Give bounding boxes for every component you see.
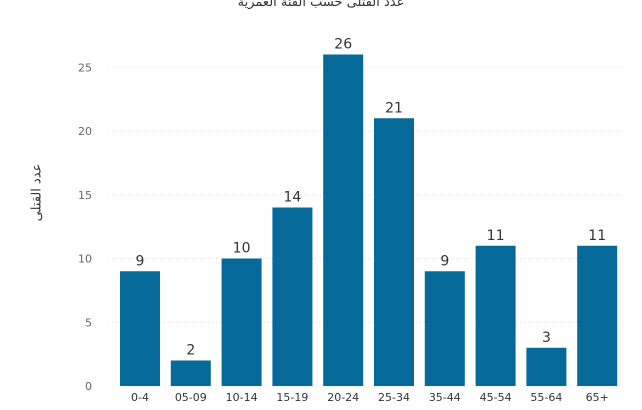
x-tick-label: 0-4: [131, 391, 149, 404]
y-tick-label: 25: [78, 61, 92, 74]
data-label: 2: [186, 343, 195, 359]
bar: [374, 118, 414, 386]
bar: [577, 245, 618, 386]
data-label: 11: [588, 228, 606, 244]
x-tick-label: 45-54: [480, 391, 512, 404]
x-tick-label: 15-19: [276, 391, 308, 404]
y-tick-label: 0: [85, 380, 92, 393]
bar: [526, 347, 567, 386]
bar: [272, 207, 313, 386]
x-tick-label: 65+: [586, 391, 609, 404]
y-tick-label: 10: [78, 253, 92, 266]
data-label: 14: [283, 190, 301, 206]
data-label: 10: [233, 241, 251, 257]
y-tick-label: 5: [85, 316, 92, 329]
bar: [323, 54, 364, 386]
bar: [221, 258, 262, 386]
x-tick-label: 20-24: [327, 391, 359, 404]
y-tick-label: 20: [78, 125, 92, 138]
x-tick-label: 55-64: [530, 391, 562, 404]
data-label: 11: [487, 228, 505, 244]
bar: [424, 271, 465, 386]
data-label: 3: [542, 330, 551, 346]
chart-title: عدد القتلى حسب الفئة العمرية: [237, 0, 405, 10]
x-tick-label: 35-44: [429, 391, 461, 404]
bar: [475, 245, 516, 386]
data-label: 21: [385, 100, 403, 116]
y-tick-label: 15: [78, 189, 92, 202]
bar: [120, 271, 160, 386]
x-tick-label: 25-34: [378, 391, 410, 404]
data-label: 26: [334, 37, 352, 53]
bar: [170, 360, 211, 386]
x-tick-label: 05-09: [175, 391, 207, 404]
data-label: 9: [440, 253, 449, 269]
data-label: 9: [136, 253, 145, 269]
x-tick-label: 10-14: [226, 391, 258, 404]
